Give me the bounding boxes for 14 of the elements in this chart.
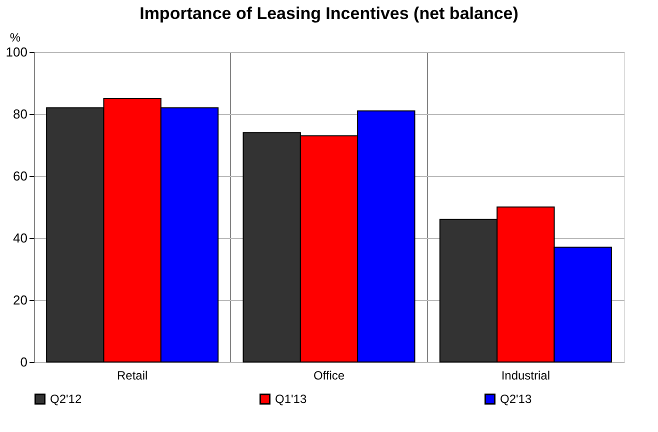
y-tick-label: 80: [13, 106, 28, 122]
y-axis-title: %: [10, 30, 21, 44]
x-tick-label: Retail: [116, 368, 148, 382]
chart-title: Importance of Leasing Incentives (net balance): [140, 4, 518, 23]
x-tick-label: Industrial: [501, 368, 550, 382]
legend-label: Q2'12: [50, 392, 82, 406]
y-tick-label: 60: [13, 168, 28, 184]
legend-label: Q2'13: [500, 392, 532, 406]
x-tick-label: Office: [313, 368, 345, 382]
y-tick-label: 20: [13, 292, 28, 308]
legend-label: Q1'13: [275, 392, 307, 406]
y-tick-label: 0: [20, 354, 28, 370]
y-tick-label: 40: [13, 230, 28, 246]
y-tick-label: 100: [6, 44, 28, 60]
